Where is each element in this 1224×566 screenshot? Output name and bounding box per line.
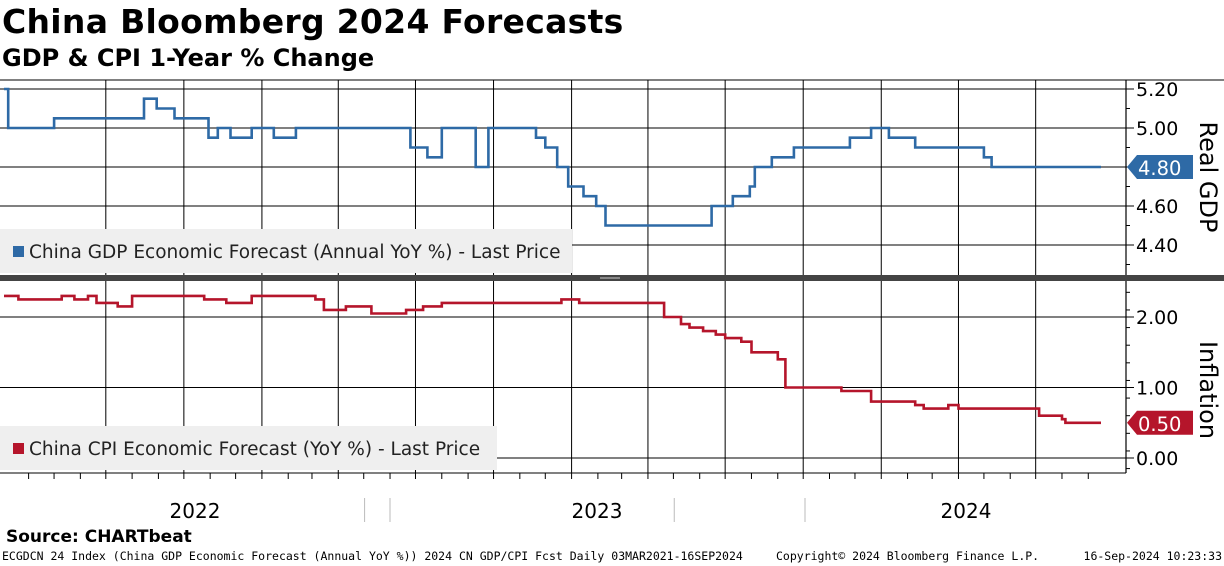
x-tick-label: 2023 <box>572 499 623 523</box>
legend-swatch <box>13 246 24 257</box>
chart-labels: 2022 2023 2024 5.20 5.00 4.80 4.60 4.40 China GD… <box>0 79 1222 523</box>
legend-box <box>0 426 497 470</box>
last-value-label: 4.80 <box>1138 157 1181 180</box>
footer-copyright: Copyright© 2024 Bloomberg Finance L.P. <box>776 549 1040 563</box>
legend-label: China GDP Economic Forecast (Annual YoY … <box>29 242 560 263</box>
y-axis-title: Inflation <box>1194 341 1222 439</box>
legend-swatch <box>13 443 24 454</box>
source-note: Source: CHARTbeat <box>6 527 192 547</box>
page-title: China Bloomberg 2024 Forecasts <box>2 2 624 41</box>
x-tick-label: 2022 <box>170 499 221 523</box>
y-tick-label: 5.00 <box>1136 118 1178 140</box>
y-axis-title: Real GDP <box>1194 122 1222 233</box>
legend-label: China CPI Economic Forecast (YoY %) - La… <box>29 439 480 460</box>
y-tick-label: 4.40 <box>1136 235 1178 257</box>
series-line <box>4 87 1101 227</box>
footer-description: ECGDCN 24 Index (China GDP Economic Fore… <box>2 549 743 563</box>
chart-series-layer <box>4 87 1101 425</box>
last-value-tag <box>1127 410 1193 435</box>
y-tick-label: 4.60 <box>1136 196 1178 218</box>
footer-timestamp: 16-Sep-2024 10:23:33 <box>1083 549 1222 563</box>
y-tick-label: 5.20 <box>1136 79 1178 101</box>
y-tick-label: 2.00 <box>1136 307 1178 329</box>
last-value-tag <box>1127 155 1193 179</box>
legend-box <box>0 229 572 273</box>
page-subtitle: GDP & CPI 1-Year % Change <box>2 44 375 72</box>
y-tick-label: 0.00 <box>1136 448 1178 470</box>
y-tick-label: 1.00 <box>1136 378 1178 400</box>
x-tick-label: 2024 <box>941 499 992 523</box>
last-value-label: 0.50 <box>1138 413 1181 436</box>
series-line <box>4 294 1101 425</box>
